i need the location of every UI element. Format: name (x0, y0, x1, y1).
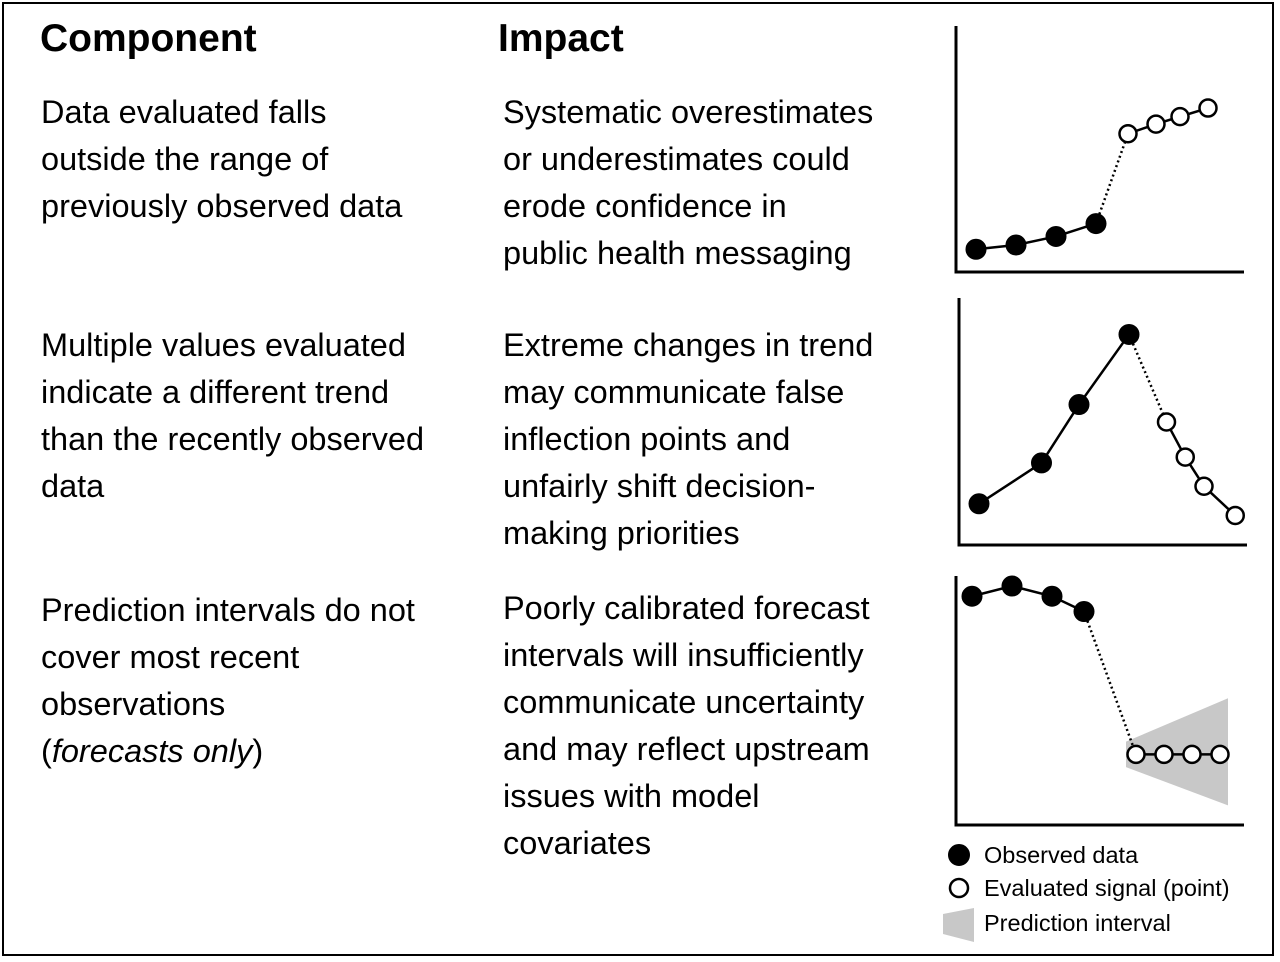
row-3-impact-text: Poorly calibrated forecast intervals wil… (503, 585, 870, 867)
evaluated-point (1170, 106, 1190, 127)
row-3-impact-line: intervals will insufficiently (503, 637, 864, 673)
row-3-impact-line: issues with model (503, 778, 760, 814)
row-2-impact-line: Extreme changes in trend (503, 327, 874, 363)
row-2-component-line: indicate a different trend (41, 374, 390, 410)
row-3-component-line: observations (41, 686, 226, 722)
row-2-impact-text: Extreme changes in trend may communicate… (503, 322, 873, 557)
row-2-impact-line: making priorities (503, 515, 740, 551)
plot-1-connector (1094, 133, 1130, 225)
evaluated-point (1146, 114, 1166, 134)
legend-interval-swatch (943, 908, 974, 942)
plot-3-prediction-interval (1126, 698, 1228, 806)
observed-point (1031, 452, 1052, 474)
evaluated-point (1194, 476, 1214, 497)
row-1-component-line: previously observed data (41, 188, 403, 224)
evaluated-point (1154, 744, 1174, 765)
row-2-component-line: than the recently observed (41, 421, 425, 457)
observed-point (1073, 601, 1095, 623)
row-1-impact-line: Systematic overestimates (503, 94, 874, 130)
evaluated-point (1126, 744, 1146, 765)
note-open-paren: ( (41, 733, 52, 769)
observed-point (1085, 213, 1107, 235)
row-1-impact-line: or underestimates could (503, 141, 850, 177)
evaluated-point (1225, 505, 1245, 526)
evaluated-point (1210, 744, 1230, 765)
plot-3-connector (1082, 611, 1138, 755)
row-1-component-line: Data evaluated falls (41, 94, 327, 130)
plot-2-connector (1127, 333, 1168, 423)
plot-2-observed-line (978, 333, 1131, 505)
observed-point (1001, 575, 1023, 597)
observed-point (965, 238, 987, 260)
evaluated-point (1118, 123, 1138, 144)
row-2-component-line: data (41, 468, 105, 504)
plot-1-evaluated-line (1127, 106, 1209, 135)
row-3-impact-line: and may reflect upstream (503, 731, 870, 767)
row-1-component-text: Data evaluated falls outside the range o… (41, 89, 402, 230)
row-3-impact-line: covariates (503, 825, 652, 861)
row-3-component-line: cover most recent (41, 639, 300, 675)
observed-point (968, 493, 990, 515)
row-1-impact-line: erode confidence in (503, 188, 787, 224)
row-2-impact-line: inflection points and (503, 421, 791, 457)
legend-evaluated-marker (948, 877, 970, 899)
impact-column-header: Impact (498, 17, 624, 60)
note-forecasts-only: forecasts only (51, 733, 253, 769)
legend-interval-label: Prediction interval (984, 910, 1171, 936)
legend-evaluated-label: Evaluated signal (point) (984, 875, 1230, 901)
row-1-impact-line: public health messaging (503, 235, 852, 271)
note-close-paren: ) (252, 733, 264, 769)
plot-1-observed-line (975, 222, 1097, 251)
observed-point (1005, 234, 1027, 256)
observed-point (1118, 323, 1140, 345)
observed-point (1041, 585, 1063, 607)
observed-point (1045, 225, 1067, 247)
evaluated-point (1175, 447, 1195, 467)
row-2-component-line: Multiple values evaluated (41, 327, 406, 363)
row-2-impact-line: unfairly shift decision- (503, 468, 816, 504)
legend-observed-label: Observed data (984, 842, 1139, 868)
row-3-component-line: Prediction intervals do not (41, 592, 415, 628)
evaluated-point (1198, 98, 1218, 118)
component-column-header: Component (40, 17, 257, 60)
evaluated-point (1156, 412, 1177, 432)
row-3-impact-line: communicate uncertainty (503, 684, 865, 720)
row-1-impact-text: Systematic overestimates or underestimat… (503, 89, 873, 277)
observed-point (1068, 394, 1090, 416)
legend-observed-marker (948, 844, 970, 866)
observed-point (961, 585, 983, 607)
row-2-component-text: Multiple values evaluated indicate a dif… (41, 322, 424, 510)
row-1-component-line: outside the range of (41, 141, 329, 177)
row-3-impact-line: Poorly calibrated forecast (503, 590, 870, 626)
row-2-impact-line: may communicate false (503, 374, 845, 410)
plot-2-evaluated-line (1165, 421, 1237, 517)
plot-3-observed-line (971, 584, 1085, 613)
row-3-component-text: Prediction intervals do not cover most r… (41, 587, 415, 775)
row-3-component-note: (forecasts only) (41, 728, 415, 775)
evaluated-point (1182, 744, 1202, 765)
